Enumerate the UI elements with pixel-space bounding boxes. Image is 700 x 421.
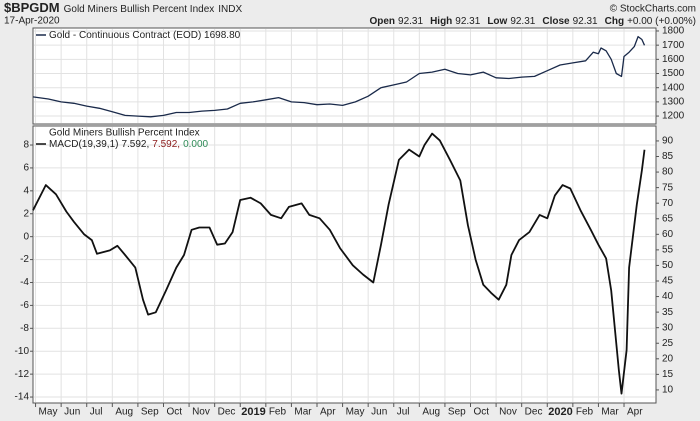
y2-tick-label: 15 — [662, 369, 674, 380]
stats: Open 92.31 High 92.31 Low 92.31 Close 92.31 Chg +… — [369, 16, 696, 27]
x-tick-label: Feb — [269, 407, 287, 418]
stat-label: Chg — [605, 16, 624, 27]
x-tick-label: Dec — [525, 407, 543, 418]
legend-entry: Gold - Continuous Contract (EOD) 1698.80 — [49, 30, 241, 41]
stat-value: 92.31 — [398, 16, 423, 27]
stat-label: Low — [487, 16, 507, 27]
x-tick-label: Feb — [576, 407, 594, 418]
x-tick-label: Jul — [397, 407, 410, 418]
y-tick-label: 1500 — [662, 68, 685, 79]
x-tick-label: Apr — [320, 407, 336, 418]
x-tick-label: May — [39, 407, 58, 418]
y2-tick-label: 30 — [662, 322, 674, 333]
y-tick-label: 1400 — [662, 82, 685, 93]
stat-value: 92.31 — [510, 16, 535, 27]
plot-area — [32, 27, 657, 125]
stat-label: Open — [369, 16, 395, 27]
y2-tick-label: 70 — [662, 198, 674, 209]
y-tick-label: 1300 — [662, 97, 685, 108]
date: 17-Apr-2020 — [4, 16, 60, 27]
x-tick-label: Aug — [422, 407, 440, 418]
symbol: $BPGDM — [4, 0, 60, 15]
y-tick-label: 4 — [23, 185, 29, 196]
index-name: Gold Miners Bullish Percent Index — [64, 4, 215, 15]
y2-tick-label: 85 — [662, 151, 674, 162]
y2-tick-label: 55 — [662, 245, 674, 256]
exchange: INDX — [218, 4, 242, 15]
y-tick-label: 1800 — [662, 26, 685, 37]
y2-tick-label: 75 — [662, 182, 674, 193]
y2-tick-label: 65 — [662, 213, 674, 224]
y2-tick-label: 45 — [662, 276, 674, 287]
y-tick-label: 1700 — [662, 40, 685, 51]
y-tick-label: -4 — [20, 277, 29, 288]
y-tick-label: -12 — [15, 369, 30, 380]
series-line — [32, 35, 646, 118]
x-tick-label: Mar — [294, 407, 312, 418]
legend-value: 7.592, — [121, 139, 149, 150]
y-tick-label: -14 — [15, 392, 30, 403]
stat-value: +0.00 (+0.00%) — [627, 16, 696, 27]
x-tick-label: Mar — [601, 407, 619, 418]
x-tick-label: May — [346, 407, 365, 418]
y-tick-label: 1200 — [662, 111, 685, 122]
x-tick-label: Sep — [141, 407, 159, 418]
y-tick-label: 2 — [23, 208, 29, 219]
y2-tick-label: 80 — [662, 167, 674, 178]
x-tick-year: 2019 — [241, 406, 265, 418]
y-tick-label: -6 — [20, 300, 29, 311]
plot-area — [32, 125, 657, 404]
y2-tick-label: 10 — [662, 385, 674, 396]
stat-value: 92.31 — [573, 16, 598, 27]
y2-tick-label: 90 — [662, 136, 674, 147]
x-tick-label: Jul — [90, 407, 103, 418]
y2-tick-label: 60 — [662, 229, 674, 240]
x-tick-label: Oct — [166, 407, 182, 418]
y2-tick-label: 35 — [662, 307, 674, 318]
x-tick-label: Dec — [218, 407, 236, 418]
x-tick-label: Apr — [627, 407, 643, 418]
x-tick-label: Jun — [64, 407, 80, 418]
x-tick-label: Nov — [192, 407, 210, 418]
y-tick-label: 6 — [23, 163, 29, 174]
x-tick-label: Oct — [474, 407, 490, 418]
legend-name: Gold - Continuous Contract (EOD) 1698.80 — [49, 30, 241, 41]
stat-value: 92.31 — [455, 16, 480, 27]
copyright: © StockCharts.com — [610, 4, 696, 15]
series-line — [32, 132, 646, 395]
y2-tick-label: 50 — [662, 260, 674, 271]
legend-name: MACD(19,39,1) — [49, 139, 118, 150]
y-tick-label: 0 — [23, 231, 29, 242]
legend-value: 7.592, — [152, 139, 180, 150]
y-tick-label: -8 — [20, 323, 29, 334]
panel-title: Gold Miners Bullish Percent Index — [49, 128, 200, 139]
y2-tick-label: 40 — [662, 291, 674, 302]
stat-label: High — [430, 16, 452, 27]
y-tick-label: -10 — [15, 346, 30, 357]
x-tick-year: 2020 — [548, 406, 572, 418]
x-tick-label: Sep — [448, 407, 466, 418]
header-title: $BPGDM Gold Miners Bullish Percent Index I… — [4, 0, 242, 15]
y-tick-label: 8 — [23, 140, 29, 151]
y-tick-label: -2 — [20, 254, 29, 265]
y-tick-label: 1600 — [662, 54, 685, 65]
stat-label: Close — [542, 16, 570, 27]
y2-tick-label: 20 — [662, 353, 674, 364]
y2-tick-label: 25 — [662, 338, 674, 349]
legend-entry: MACD(19,39,1) 7.592, 7.592, 0.000 — [49, 139, 209, 150]
x-tick-label: Aug — [115, 407, 133, 418]
x-tick-label: Jun — [371, 407, 387, 418]
x-tick-label: Nov — [499, 407, 517, 418]
legend-value: 0.000 — [183, 139, 208, 150]
